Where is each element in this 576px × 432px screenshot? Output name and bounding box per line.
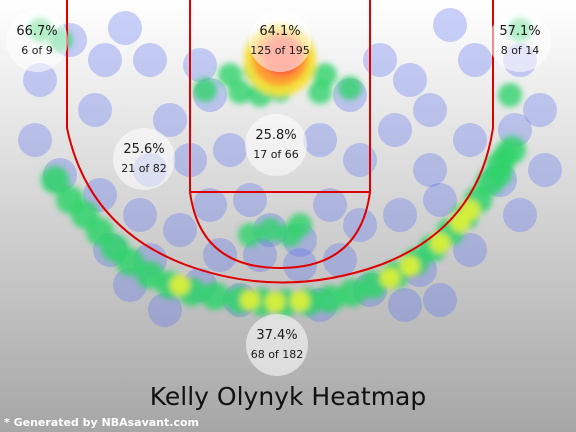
shot-bubble — [303, 123, 337, 157]
shot-bubble — [383, 198, 417, 232]
heat-blob — [238, 223, 262, 247]
three-point-line — [66, 0, 494, 284]
shot-bubble — [233, 183, 267, 217]
heat-blob — [258, 218, 282, 242]
shot-bubble — [423, 283, 457, 317]
credit-footer: * Generated by NBAsavant.com — [4, 416, 199, 429]
heat-blob — [193, 78, 217, 102]
shot-bubble — [423, 183, 457, 217]
zone-mid-range: 25.6% 21 of 82 — [113, 128, 175, 190]
shot-bubble — [323, 243, 357, 277]
shot-bubble — [193, 188, 227, 222]
shot-bubble — [203, 238, 237, 272]
chart-title: Kelly Olynyk Heatmap — [149, 382, 427, 411]
shot-bubble — [213, 133, 247, 167]
shot-bubble — [378, 113, 412, 147]
heat-blob — [308, 80, 332, 104]
heat-blob — [228, 80, 252, 104]
free-throw-circle — [189, 191, 371, 270]
shot-bubble — [123, 198, 157, 232]
zone-pct: 57.1% — [499, 24, 541, 39]
zone-count: 125 of 195 — [250, 44, 310, 57]
shot-bubble — [453, 233, 487, 267]
heat-hot — [170, 275, 190, 295]
zone-count: 21 of 82 — [121, 162, 167, 175]
zone-pct: 25.8% — [255, 128, 297, 143]
heat-hot — [430, 233, 450, 253]
shot-bubble — [283, 248, 317, 282]
zone-left-corner-three: 66.7% 6 of 9 — [6, 10, 68, 72]
zone-paint-non-ra: 25.8% 17 of 66 — [245, 114, 307, 176]
heat-blob — [488, 163, 512, 187]
shot-bubble — [453, 123, 487, 157]
zone-count: 17 of 66 — [253, 148, 299, 161]
zone-right-corner-three: 57.1% 8 of 14 — [489, 10, 551, 72]
heat-hot — [380, 268, 400, 288]
court-lines — [66, 0, 494, 284]
shot-bubble — [523, 93, 557, 127]
heat-hot — [460, 200, 480, 220]
shot-bubble — [313, 188, 347, 222]
heat-blob — [41, 166, 69, 194]
heat-blob — [493, 143, 517, 167]
shot-bubble — [458, 43, 492, 77]
heat-blob — [338, 76, 362, 100]
zone-pct: 37.4% — [256, 328, 298, 343]
shot-bubble — [148, 293, 182, 327]
paint-box — [189, 0, 371, 193]
heat-blob — [338, 279, 366, 307]
zone-pct: 64.1% — [259, 24, 301, 39]
shot-bubble — [388, 288, 422, 322]
shot-bubble — [343, 143, 377, 177]
shot-bubble — [433, 8, 467, 42]
shot-bubble — [183, 48, 217, 82]
heat-hot — [240, 290, 260, 310]
shot-bubble — [78, 93, 112, 127]
zone-count: 8 of 14 — [500, 44, 540, 57]
zone-pct: 66.7% — [16, 24, 58, 39]
heat-hot — [400, 256, 420, 276]
zone-count: 6 of 9 — [21, 44, 53, 57]
shot-bubble — [88, 43, 122, 77]
shot-bubble — [108, 11, 142, 45]
heat-hot — [290, 291, 310, 311]
zone-restricted-area: 64.1% 125 of 195 — [249, 10, 311, 72]
shot-bubble — [153, 103, 187, 137]
heat-layer — [28, 18, 532, 317]
zone-above-break-three: 37.4% 68 of 182 — [246, 314, 308, 376]
shot-bubble — [363, 43, 397, 77]
shot-bubble — [528, 153, 562, 187]
heat-hot — [265, 292, 285, 312]
heat-blob — [316, 285, 344, 313]
shot-bubble — [413, 153, 447, 187]
heat-blob — [498, 83, 522, 107]
heat-blob — [288, 213, 312, 237]
shot-bubble — [163, 213, 197, 247]
heat-blob — [201, 282, 229, 310]
shot-bubble — [503, 198, 537, 232]
shot-bubble — [133, 43, 167, 77]
shot-bubble — [393, 63, 427, 97]
zone-count: 68 of 182 — [250, 348, 304, 361]
heat-blob — [116, 248, 144, 276]
shot-bubble — [413, 93, 447, 127]
zone-pct: 25.6% — [123, 142, 165, 157]
shot-bubble — [18, 123, 52, 157]
